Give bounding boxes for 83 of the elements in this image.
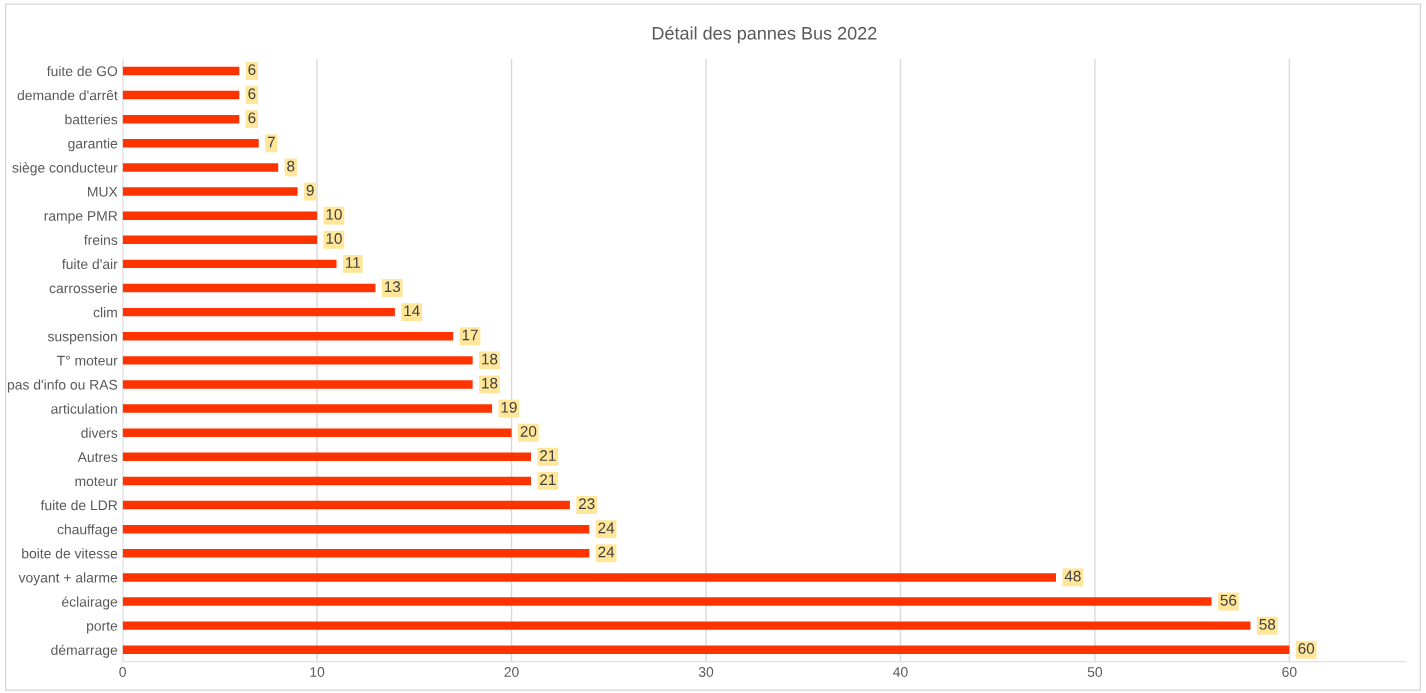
bar xyxy=(122,332,454,341)
y-tick-label: suspension xyxy=(47,331,117,345)
x-tick-label: 10 xyxy=(310,667,325,677)
data-label: 60 xyxy=(1298,643,1315,654)
data-label: 10 xyxy=(326,233,342,244)
data-label: 18 xyxy=(482,377,498,389)
bar xyxy=(122,114,240,124)
bar xyxy=(122,428,512,437)
data-label: 6 xyxy=(248,64,256,76)
data-label: 56 xyxy=(1220,594,1237,606)
x-tick-label: 0 xyxy=(119,667,126,677)
data-label: 21 xyxy=(540,474,556,485)
data-label: 19 xyxy=(501,401,517,413)
y-tick-label: éclairage xyxy=(62,596,118,610)
chart-title: Détail des pannes Bus 2022 xyxy=(652,26,877,44)
y-tick-label: siège conducteur xyxy=(12,162,118,176)
data-label: 10 xyxy=(326,208,342,220)
bar xyxy=(122,139,259,148)
bar xyxy=(122,90,240,100)
y-tick-label: porte xyxy=(87,621,118,634)
data-label: 6 xyxy=(248,88,256,100)
y-tick-label: fuite d'air xyxy=(62,258,118,270)
bar xyxy=(122,187,298,196)
x-tick-label: 60 xyxy=(1282,667,1297,677)
y-tick-label: articulation xyxy=(51,403,117,414)
y-tick-label: fuite de LDR xyxy=(40,500,118,511)
y-tick-label: chauffage xyxy=(57,524,118,538)
bar xyxy=(122,235,318,244)
y-tick-label: MUX xyxy=(88,187,118,197)
data-label: 14 xyxy=(404,305,420,317)
data-label: 18 xyxy=(482,353,498,365)
data-label: 20 xyxy=(520,425,537,437)
data-label: 58 xyxy=(1259,618,1276,630)
y-tick-label: clim xyxy=(93,307,117,318)
bar xyxy=(122,283,376,293)
y-tick-label: batteries xyxy=(65,114,118,125)
x-tick-label: 30 xyxy=(698,667,714,677)
x-tick-label: 50 xyxy=(1087,667,1103,677)
data-label: 48 xyxy=(1064,570,1081,582)
y-tick-label: rampe PMR xyxy=(44,211,118,224)
x-tick-label: 20 xyxy=(504,667,519,677)
y-tick-label: Autres xyxy=(77,452,118,462)
bar xyxy=(122,380,473,389)
bar xyxy=(122,404,493,413)
bar xyxy=(122,259,337,269)
bar xyxy=(122,597,1212,606)
data-label: 8 xyxy=(287,160,295,172)
bar xyxy=(122,452,531,462)
y-tick-label: moteur xyxy=(75,476,118,487)
y-tick-label: T° moteur xyxy=(56,355,118,366)
bar xyxy=(122,307,395,317)
y-tick-label: fuite de GO xyxy=(46,65,118,77)
y-tick-label: voyant + alarme xyxy=(18,572,118,586)
data-label: 24 xyxy=(598,522,615,534)
bar xyxy=(122,549,590,558)
bar xyxy=(122,645,1290,654)
bar xyxy=(122,476,531,486)
data-label: 7 xyxy=(267,136,275,148)
bar xyxy=(122,621,1251,630)
y-tick-label: demande d'arrêt xyxy=(17,90,118,101)
data-label: 13 xyxy=(384,281,401,293)
data-label: 24 xyxy=(598,546,615,558)
data-label: 9 xyxy=(306,184,314,196)
y-tick-label: freins xyxy=(84,234,118,245)
bar xyxy=(122,211,318,220)
data-label: 17 xyxy=(462,329,478,341)
data-label: 11 xyxy=(346,257,360,268)
bar xyxy=(122,500,570,510)
bar xyxy=(122,66,240,76)
y-tick-label: divers xyxy=(81,427,118,438)
data-label: 6 xyxy=(248,112,256,124)
y-tick-label: boite de vitesse xyxy=(22,548,118,559)
bar xyxy=(122,356,473,365)
y-tick-label: carrosserie xyxy=(49,282,118,294)
bar xyxy=(122,573,1057,582)
y-tick-label: pas d'info ou RAS xyxy=(7,379,118,393)
y-tick-label: garantie xyxy=(68,138,118,152)
bar xyxy=(122,524,590,534)
y-tick-label: démarrage xyxy=(51,644,118,658)
data-label: 21 xyxy=(540,450,556,461)
x-tick-label: 40 xyxy=(893,667,908,677)
bar xyxy=(122,163,279,172)
data-label: 23 xyxy=(578,498,595,510)
